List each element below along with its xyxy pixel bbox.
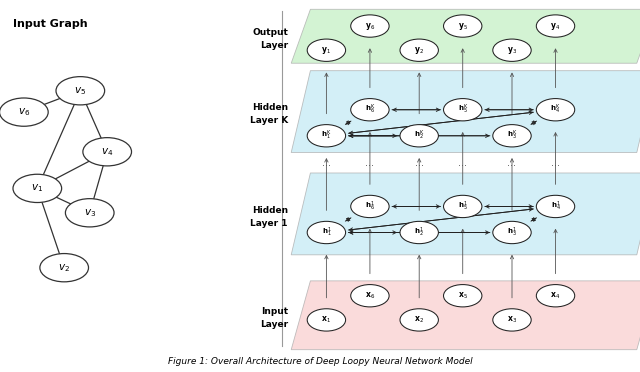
Polygon shape	[291, 9, 640, 63]
Circle shape	[536, 15, 575, 37]
Text: $\mathbf{y}_2$: $\mathbf{y}_2$	[414, 45, 424, 56]
Text: $v_1$: $v_1$	[31, 183, 44, 194]
Text: $\mathbf{h}_5^\mathsf{K}$: $\mathbf{h}_5^\mathsf{K}$	[458, 103, 468, 116]
Text: ...: ...	[458, 158, 467, 168]
Text: ...: ...	[551, 158, 560, 168]
Circle shape	[83, 138, 132, 166]
Text: $\mathbf{y}_4$: $\mathbf{y}_4$	[550, 20, 561, 32]
Circle shape	[400, 39, 438, 61]
Text: $\mathbf{h}_6^1$: $\mathbf{h}_6^1$	[365, 200, 375, 213]
Text: Hidden: Hidden	[252, 206, 288, 215]
Circle shape	[307, 39, 346, 61]
Circle shape	[493, 221, 531, 244]
Text: Layer: Layer	[260, 41, 288, 50]
Text: ...: ...	[322, 158, 331, 168]
Circle shape	[493, 125, 531, 147]
Circle shape	[351, 285, 389, 307]
Text: $v_5$: $v_5$	[74, 85, 86, 97]
Circle shape	[307, 221, 346, 244]
Text: $v_3$: $v_3$	[84, 207, 96, 219]
Circle shape	[536, 285, 575, 307]
Circle shape	[493, 39, 531, 61]
Circle shape	[56, 77, 104, 105]
Text: $\mathbf{x}_1$: $\mathbf{x}_1$	[321, 315, 332, 325]
Polygon shape	[291, 71, 640, 153]
Circle shape	[444, 99, 482, 121]
Text: $\mathbf{x}_5$: $\mathbf{x}_5$	[458, 291, 468, 301]
Circle shape	[400, 125, 438, 147]
Text: $\mathbf{h}_4^\mathsf{K}$: $\mathbf{h}_4^\mathsf{K}$	[550, 103, 561, 116]
Text: $\mathbf{y}_6$: $\mathbf{y}_6$	[365, 20, 375, 32]
Circle shape	[493, 309, 531, 331]
Text: $\mathbf{y}_3$: $\mathbf{y}_3$	[507, 45, 517, 56]
Text: $\mathbf{y}_5$: $\mathbf{y}_5$	[458, 20, 468, 32]
Text: $\mathbf{h}_1^\mathsf{K}$: $\mathbf{h}_1^\mathsf{K}$	[321, 129, 332, 142]
Text: ...: ...	[365, 158, 374, 168]
Text: ...: ...	[415, 158, 424, 168]
Circle shape	[444, 195, 482, 218]
Text: Input: Input	[261, 307, 288, 316]
Circle shape	[400, 221, 438, 244]
Text: $v_6$: $v_6$	[18, 106, 30, 118]
Circle shape	[65, 199, 114, 227]
Circle shape	[351, 15, 389, 37]
Text: $\mathbf{x}_6$: $\mathbf{x}_6$	[365, 291, 375, 301]
Text: $\mathbf{h}_2^1$: $\mathbf{h}_2^1$	[414, 226, 424, 239]
Circle shape	[536, 99, 575, 121]
Text: Figure 1: Overall Architecture of Deep Loopy Neural Network Model: Figure 1: Overall Architecture of Deep L…	[168, 357, 472, 366]
Text: $v_2$: $v_2$	[58, 262, 70, 273]
Circle shape	[444, 15, 482, 37]
Text: $v_4$: $v_4$	[101, 146, 113, 158]
Text: $\mathbf{x}_2$: $\mathbf{x}_2$	[414, 315, 424, 325]
Circle shape	[13, 174, 61, 202]
Polygon shape	[291, 281, 640, 350]
Circle shape	[307, 125, 346, 147]
Text: Layer: Layer	[260, 320, 288, 329]
Text: ...: ...	[508, 158, 516, 168]
Text: $\mathbf{x}_4$: $\mathbf{x}_4$	[550, 291, 561, 301]
Text: Hidden: Hidden	[252, 103, 288, 112]
Text: $\mathbf{h}_3^\mathsf{K}$: $\mathbf{h}_3^\mathsf{K}$	[507, 129, 517, 142]
Circle shape	[307, 309, 346, 331]
Text: $\mathbf{h}_6^\mathsf{K}$: $\mathbf{h}_6^\mathsf{K}$	[365, 103, 375, 116]
Circle shape	[536, 195, 575, 218]
Text: $\mathbf{h}_1^1$: $\mathbf{h}_1^1$	[321, 226, 332, 239]
Text: Layer 1: Layer 1	[250, 219, 288, 228]
Text: $\mathbf{x}_3$: $\mathbf{x}_3$	[507, 315, 517, 325]
Text: Input Graph: Input Graph	[13, 19, 88, 29]
Circle shape	[0, 98, 48, 126]
Circle shape	[444, 285, 482, 307]
Circle shape	[40, 254, 88, 282]
Text: $\mathbf{h}_3^1$: $\mathbf{h}_3^1$	[507, 226, 517, 239]
Text: $\mathbf{h}_4^1$: $\mathbf{h}_4^1$	[550, 200, 561, 213]
Circle shape	[400, 309, 438, 331]
Text: Output: Output	[252, 28, 288, 37]
Circle shape	[351, 195, 389, 218]
Text: $\mathbf{h}_2^\mathsf{K}$: $\mathbf{h}_2^\mathsf{K}$	[414, 129, 424, 142]
Polygon shape	[291, 173, 640, 255]
Text: Layer K: Layer K	[250, 116, 288, 125]
Text: $\mathbf{y}_1$: $\mathbf{y}_1$	[321, 45, 332, 56]
Text: $\mathbf{h}_5^1$: $\mathbf{h}_5^1$	[458, 200, 468, 213]
Circle shape	[351, 99, 389, 121]
